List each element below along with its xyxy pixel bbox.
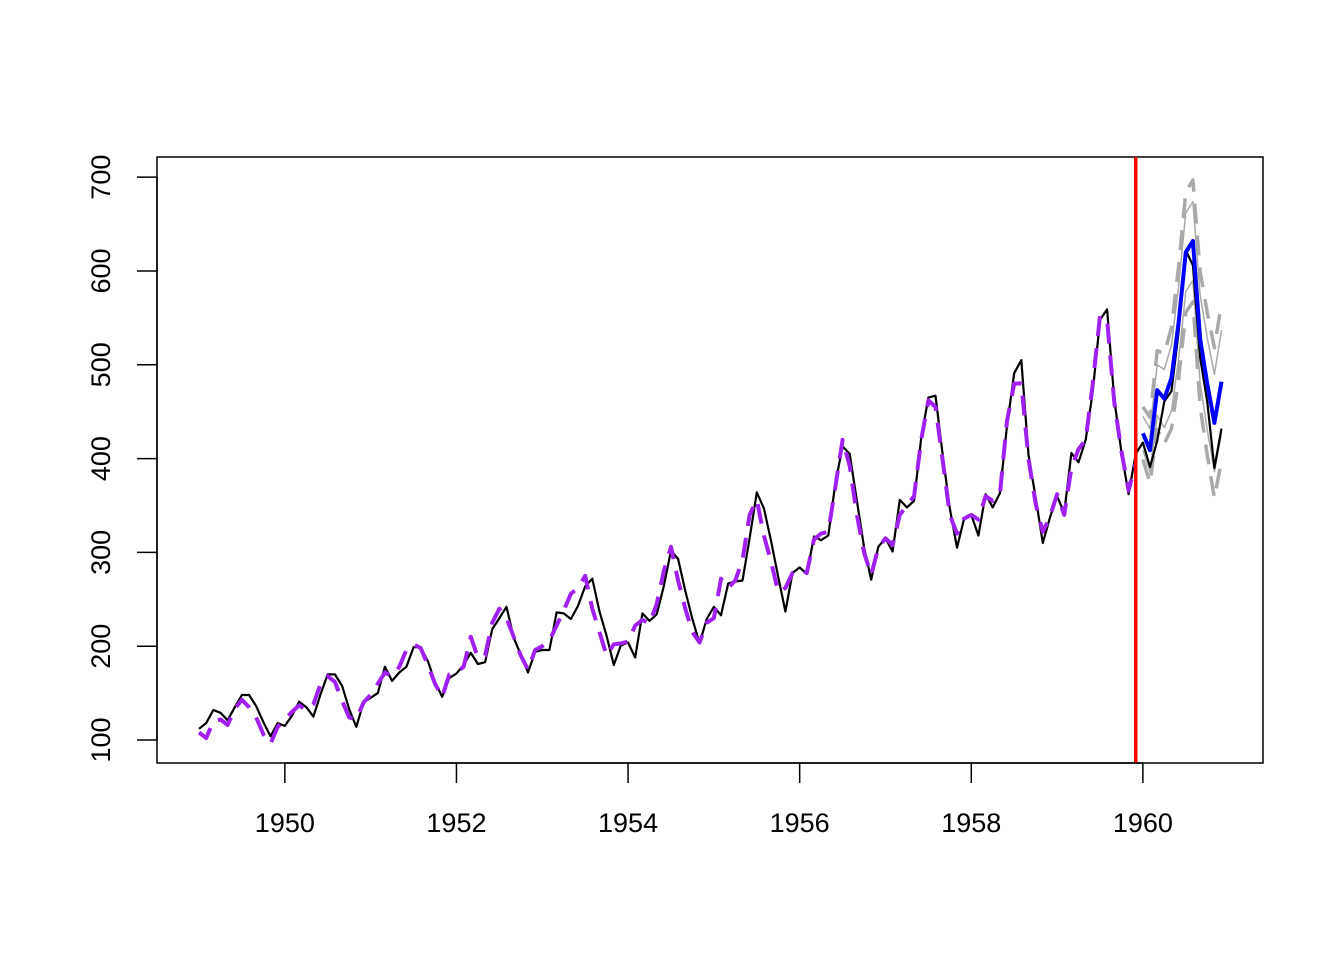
y-axis: 100 200 300 400 500 600 700 xyxy=(86,155,158,763)
y-tick-label: 300 xyxy=(86,530,116,575)
x-tick-label: 1950 xyxy=(255,808,315,838)
series-forecast xyxy=(1141,239,1224,453)
series-upper-80 xyxy=(1142,200,1223,430)
x-tick-label: 1952 xyxy=(426,808,486,838)
series-observed xyxy=(198,249,1223,738)
y-tick-label: 500 xyxy=(86,342,116,387)
x-tick-label: 1956 xyxy=(770,808,830,838)
plot-frame xyxy=(156,156,1264,764)
x-tick-label: 1954 xyxy=(598,808,658,838)
series-upper-95 xyxy=(1141,178,1224,420)
y-tick-label: 100 xyxy=(86,717,116,762)
series-layer xyxy=(197,157,1224,763)
y-tick-label: 700 xyxy=(86,155,116,200)
y-tick-label: 200 xyxy=(86,624,116,669)
x-tick-label: 1960 xyxy=(1113,808,1173,838)
y-tick-label: 400 xyxy=(86,436,116,481)
series-lower-80 xyxy=(1142,279,1223,473)
x-axis: 1950 1952 1954 1956 1958 1960 xyxy=(255,762,1173,838)
series-lower-95 xyxy=(1141,300,1224,500)
y-tick-label: 600 xyxy=(86,248,116,293)
x-tick-label: 1958 xyxy=(941,808,1001,838)
